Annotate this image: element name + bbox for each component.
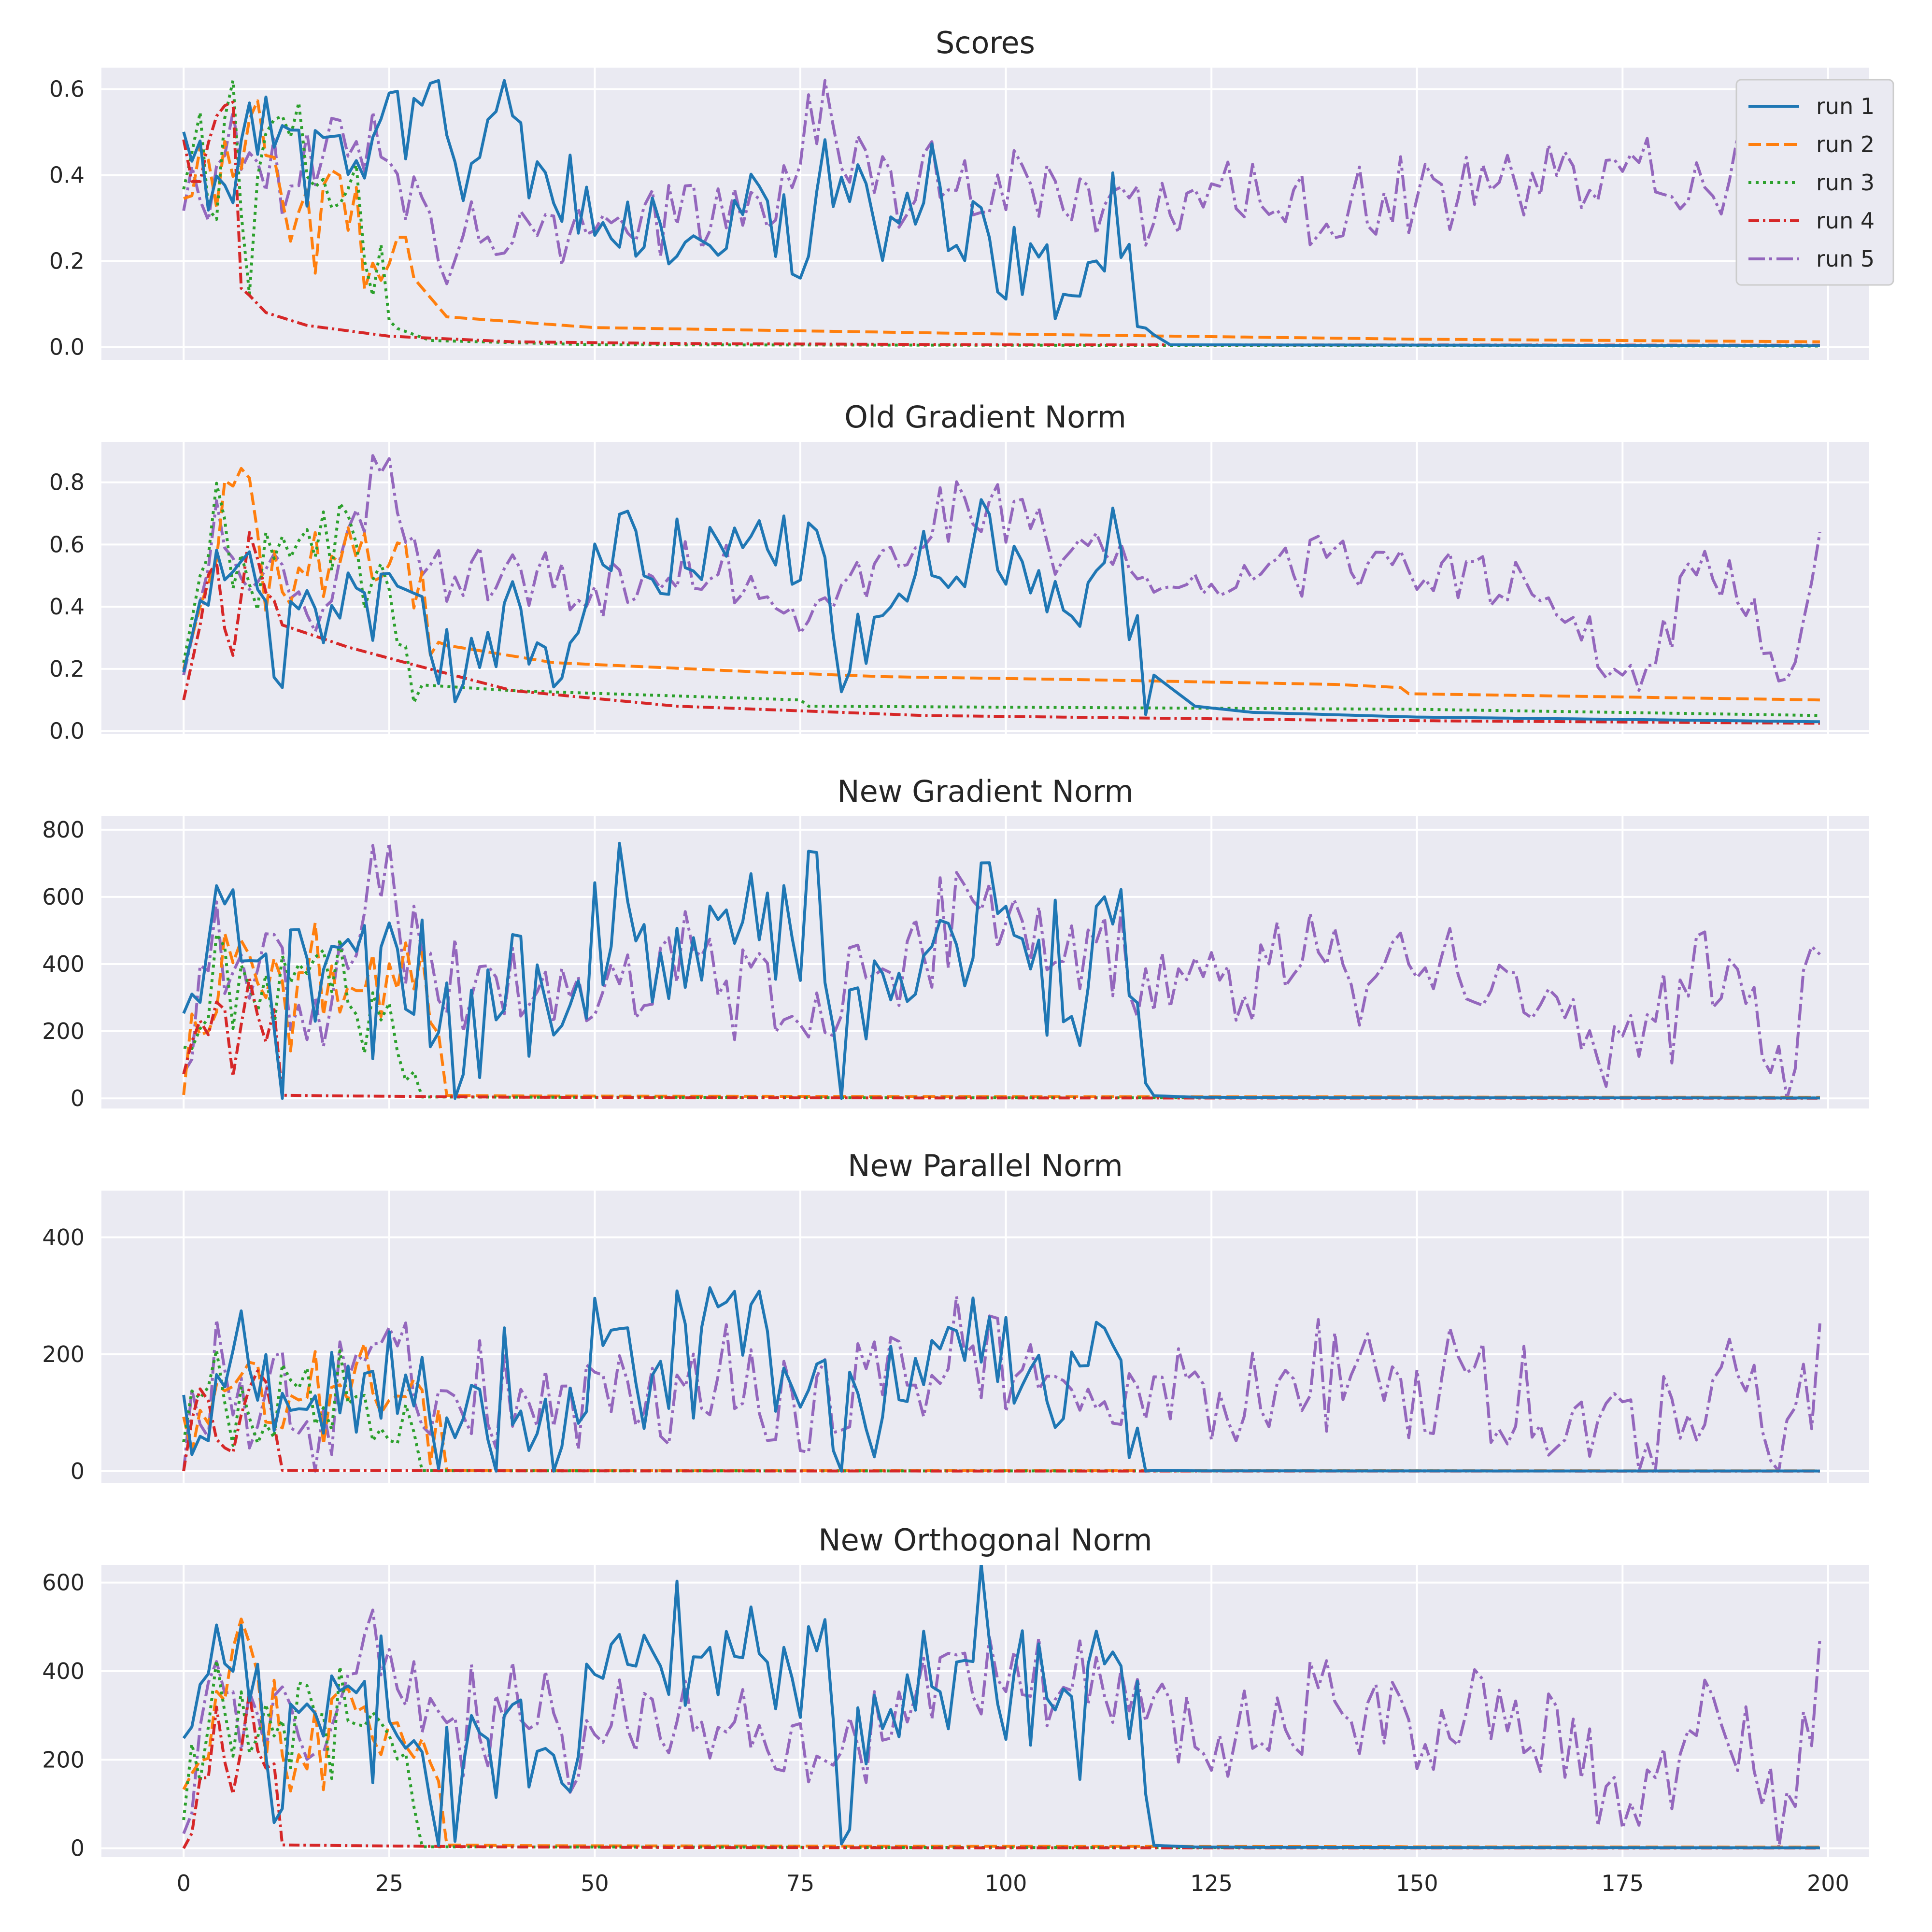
y-tick-label: 0.2 <box>49 656 85 682</box>
panel-title: Old Gradient Norm <box>844 399 1126 435</box>
x-tick-label: 75 <box>786 1870 815 1896</box>
legend-label-run-1: run 1 <box>1816 93 1875 119</box>
series-line-run-5 <box>182 79 1821 285</box>
series-line-run-1 <box>182 1286 1820 1473</box>
series-line-run-5 <box>182 1294 1821 1473</box>
legend: run 1 run 2 run 3 run 4 run 5 <box>1735 79 1894 286</box>
y-tick-label: 0.6 <box>49 76 85 102</box>
y-tick-label: 0 <box>71 1835 85 1861</box>
y-tick-label: 0.6 <box>49 531 85 557</box>
y-tick-label: 0.0 <box>49 718 85 744</box>
series-line-run-4 <box>182 1690 1820 1850</box>
y-tick-label: 0.4 <box>49 594 85 620</box>
x-tick-label: 0 <box>177 1870 191 1896</box>
panel-4: 0 200 400 New Parallel Norm <box>42 1148 1869 1484</box>
plot-area <box>101 442 1869 734</box>
legend-label-run-4: run 4 <box>1816 208 1875 234</box>
legend-label-run-5: run 5 <box>1816 246 1875 272</box>
y-tick-label: 200 <box>42 1018 85 1044</box>
series-line-run-1 <box>182 79 1820 347</box>
y-tick-label: 200 <box>42 1341 85 1367</box>
y-tick-label: 0 <box>71 1085 85 1111</box>
legend-box <box>1735 79 1894 286</box>
series-line-run-5 <box>182 1608 1821 1850</box>
series-line-run-5 <box>182 841 1821 1100</box>
y-tick-label: 0.4 <box>49 162 85 188</box>
y-tick-label: 400 <box>42 951 85 977</box>
series-line-run-1 <box>182 841 1820 1100</box>
legend-label-run-2: run 2 <box>1816 131 1875 157</box>
plot-area <box>101 816 1869 1108</box>
x-tick-label: 100 <box>985 1870 1027 1896</box>
panel-title: Scores <box>936 25 1035 60</box>
x-tick-label: 25 <box>375 1870 404 1896</box>
y-tick-label: 400 <box>42 1658 85 1684</box>
series-line-run-3 <box>182 482 1820 717</box>
x-tick-label: 125 <box>1190 1870 1233 1896</box>
y-tick-label: 0.0 <box>49 334 85 360</box>
series-line-run-4 <box>182 531 1820 725</box>
x-tick-label: 200 <box>1807 1870 1849 1896</box>
series-line-run-2 <box>182 467 1820 702</box>
x-tick-label: 175 <box>1601 1870 1644 1896</box>
x-tick-label: 50 <box>581 1870 609 1896</box>
y-tick-label: 400 <box>42 1224 85 1250</box>
y-tick-label: 200 <box>42 1747 85 1773</box>
y-tick-label: 600 <box>42 884 85 910</box>
y-tick-label: 0 <box>71 1458 85 1484</box>
panel-title: New Parallel Norm <box>848 1148 1123 1183</box>
panel-title: New Gradient Norm <box>837 774 1134 809</box>
series-line-run-1 <box>182 498 1820 724</box>
panel-title: New Orthogonal Norm <box>818 1522 1152 1558</box>
y-tick-label: 800 <box>42 817 85 843</box>
series-line-run-5 <box>182 454 1821 692</box>
y-tick-label: 0.8 <box>49 469 85 496</box>
panel-5: 0 200 400 600 New Orthogonal Norm 0 25 50 75 100 1… <box>42 1522 1869 1896</box>
plot-area <box>101 68 1869 360</box>
x-tick-label: 150 <box>1396 1870 1438 1896</box>
series-line-run-1 <box>182 1565 1820 1849</box>
series-line-run-2 <box>183 99 1820 343</box>
y-tick-label: 0.2 <box>49 248 85 274</box>
panel-2: 0.0 0.2 0.4 0.6 0.8 Old Gradient Norm <box>49 399 1869 744</box>
series-line-run-4 <box>182 1369 1820 1473</box>
legend-label-run-3: run 3 <box>1816 170 1875 196</box>
panel-3: 0 200 400 600 800 New Gradient Norm <box>42 774 1869 1111</box>
y-tick-label: 600 <box>42 1570 85 1596</box>
